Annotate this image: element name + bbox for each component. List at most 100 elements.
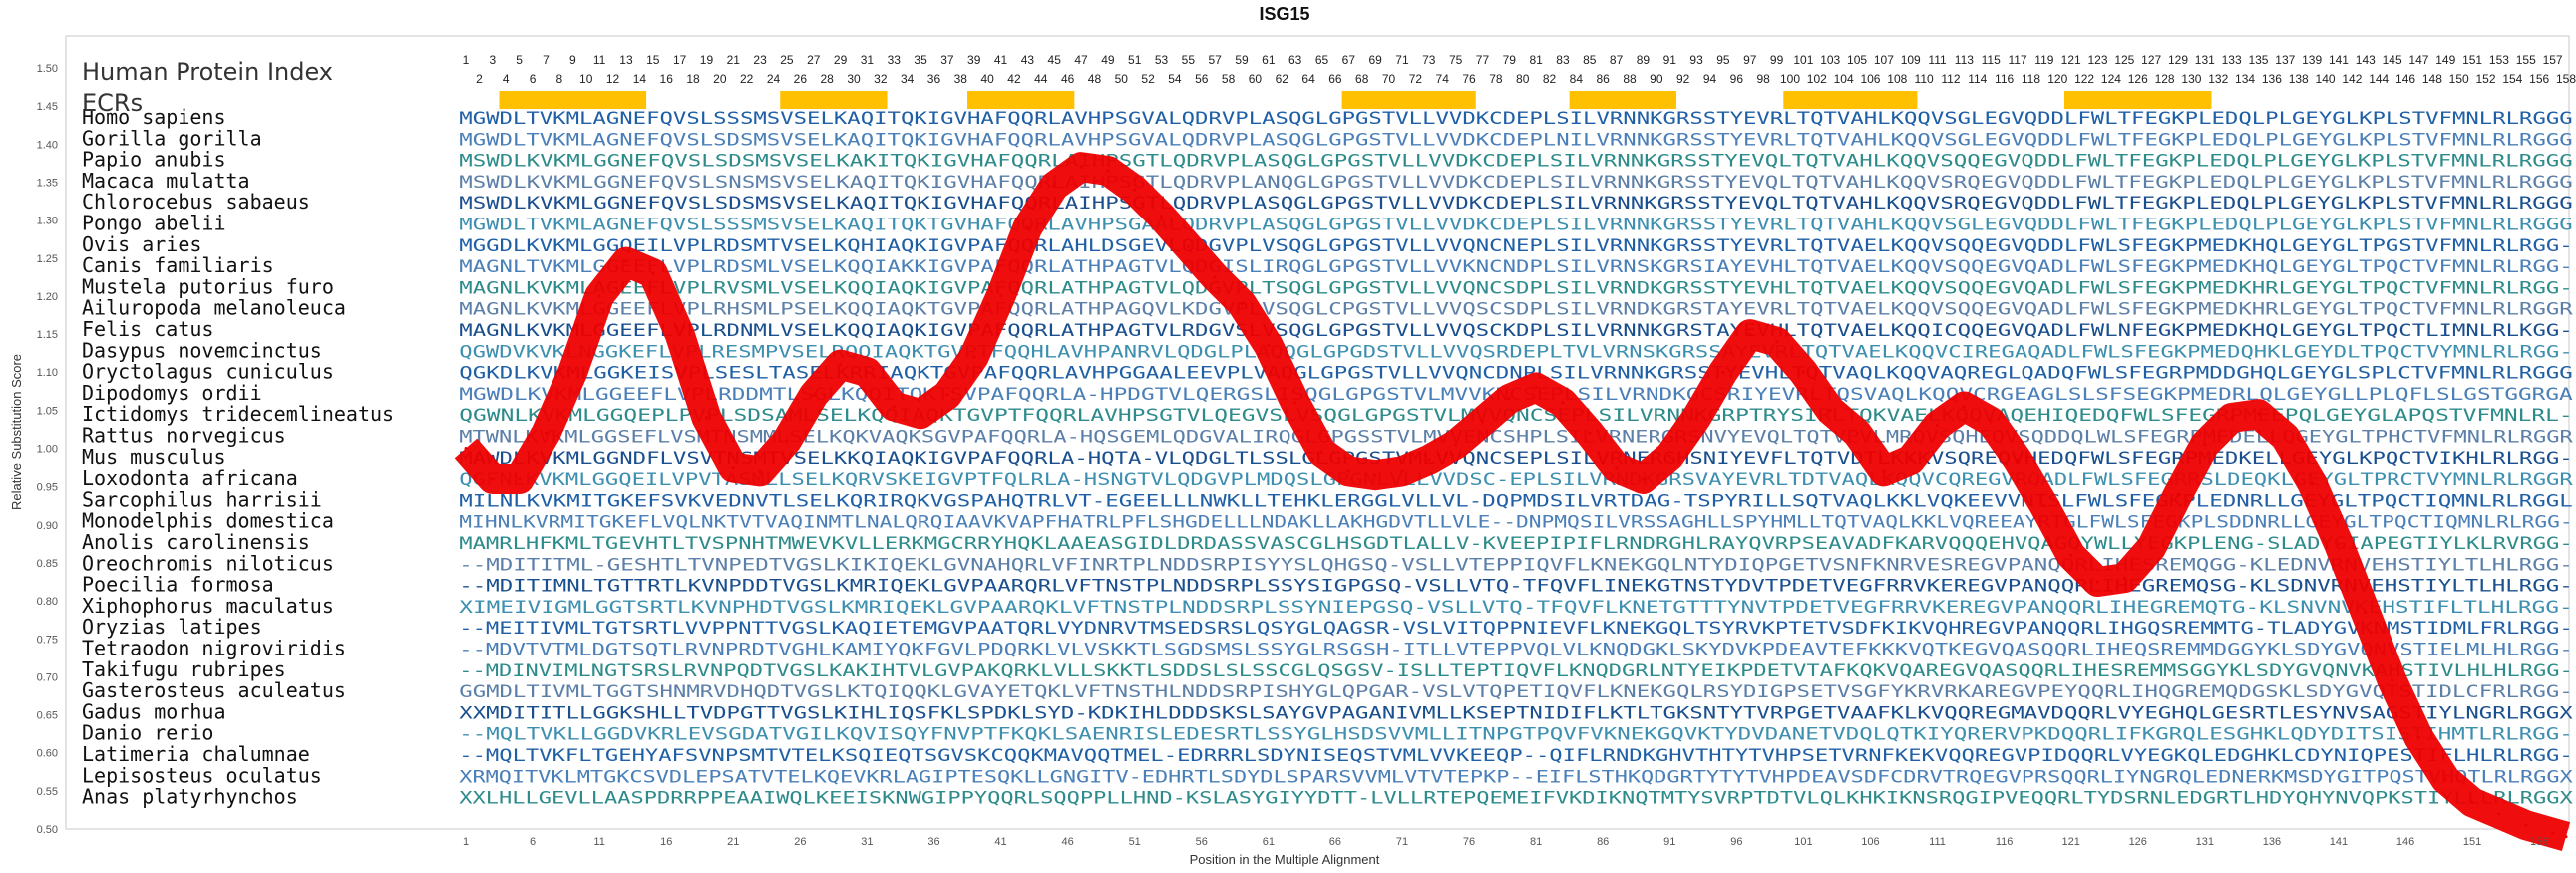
y-axis-label: Relative Substitution Score	[9, 354, 24, 510]
x-tick-label: 136	[2263, 836, 2281, 848]
human-index-odd: 69	[1368, 53, 1382, 67]
species-sequence: --MDITITML-GESHTLTVNPEDTVGSLKIKIQEKLGVNA…	[459, 555, 2572, 575]
human-index-odd: 17	[673, 53, 687, 67]
human-index-even: 84	[1570, 72, 1584, 86]
x-tick-label: 41	[994, 836, 1006, 848]
human-index-odd: 113	[1955, 53, 1974, 67]
species-name: Lepisosteus oculatus	[82, 763, 322, 787]
human-index-odd: 27	[807, 53, 821, 67]
human-index-even: 120	[2047, 72, 2067, 86]
species-name: Gasterosteus aculeatus	[82, 678, 346, 702]
human-index-even: 68	[1355, 72, 1369, 86]
y-tick-label: 0.80	[37, 596, 58, 608]
score-point	[2016, 458, 2020, 462]
species-sequence: MSWDLKVKMLGGNEFQVSLSDSMSVSELKAKITQKIGVHA…	[459, 152, 2572, 172]
human-index-even: 112	[1941, 72, 1960, 86]
human-index-odd: 137	[2275, 53, 2295, 67]
score-point	[2096, 580, 2100, 584]
score-point	[1025, 225, 1029, 229]
species-name: Oryctolagus cuniculus	[82, 360, 334, 384]
human-index-even: 154	[2502, 72, 2522, 86]
score-point	[1293, 401, 1297, 405]
human-index-odd: 61	[1262, 53, 1276, 67]
score-point	[1721, 370, 1725, 374]
human-index-even: 144	[2369, 72, 2389, 86]
human-index-even: 92	[1676, 72, 1690, 86]
human-index-odd: 55	[1182, 53, 1196, 67]
human-index-even: 152	[2476, 72, 2496, 86]
human-index-odd: 133	[2222, 53, 2242, 67]
score-point	[624, 260, 628, 264]
human-index-odd: 119	[2034, 53, 2053, 67]
score-point	[1667, 454, 1671, 458]
human-index-even: 70	[1382, 72, 1396, 86]
score-point	[1454, 443, 1458, 447]
human-index-odd: 57	[1209, 53, 1223, 67]
score-point	[1213, 275, 1217, 279]
species-name: Ailuropoda melanoleuca	[82, 296, 346, 320]
human-index-even: 10	[579, 72, 593, 86]
score-point	[1561, 401, 1565, 405]
ecr-bar-7	[2063, 91, 2212, 109]
species-sequence: --MQLTVKLLGGDVKRLEVSGDATVGILKQVISQYFNVPT…	[459, 725, 2572, 745]
human-index-odd: 7	[543, 53, 550, 67]
x-tick-label: 51	[1129, 836, 1141, 848]
human-index-odd: 23	[753, 53, 767, 67]
y-tick-label: 0.75	[37, 634, 58, 646]
score-point	[1748, 332, 1752, 336]
human-index-odd: 99	[1770, 53, 1784, 67]
score-point	[651, 271, 655, 275]
score-point	[2203, 443, 2207, 447]
score-point	[1936, 424, 1940, 428]
species-sequence: QGWNLKVKMLGGQEPLPVPLSDSAMLSELKQQIAQKTGVP…	[459, 406, 2572, 426]
human-index-odd: 71	[1395, 53, 1409, 67]
human-index-odd: 9	[569, 53, 576, 67]
y-tick-label: 1.20	[37, 291, 58, 303]
species-sequence: MAGNLKVKMLAGEEFLVPLRVSMLVSELKQQIAQKIGVPA…	[459, 278, 2572, 298]
human-index-odd: 93	[1689, 53, 1703, 67]
human-index-even: 130	[2181, 72, 2201, 86]
score-point	[1507, 397, 1511, 401]
human-index-even: 142	[2342, 72, 2362, 86]
x-tick-label: 156	[2530, 836, 2548, 848]
human-index-odd: 53	[1155, 53, 1169, 67]
human-index-odd: 153	[2489, 53, 2509, 67]
human-index-odd: 129	[2168, 53, 2188, 67]
species-name: Latimeria chalumnae	[82, 742, 310, 766]
score-point	[2042, 504, 2046, 508]
species-name: Takifugu rubripes	[82, 657, 286, 681]
score-point	[972, 355, 976, 359]
species-sequence: MAGNLKVKMLGGEEFLVPLRDNMLVSELKQQIAQKIGVPA…	[459, 321, 2572, 341]
human-index-odd: 151	[2462, 53, 2482, 67]
human-index-even: 6	[530, 72, 537, 86]
species-name: Homo sapiens	[82, 105, 226, 129]
species-sequence: MGWDLTVKMLAGNEFQVSLSSSMSVSELKAQITQKIGVHA…	[459, 109, 2572, 129]
human-index-odd: 125	[2114, 53, 2134, 67]
y-tick-label: 1.50	[37, 63, 58, 75]
ecr-bar-6	[1783, 91, 1918, 109]
score-point	[1480, 420, 1484, 424]
x-tick-label: 151	[2463, 836, 2481, 848]
score-point	[2470, 800, 2474, 804]
human-index-even: 80	[1516, 72, 1530, 86]
species-sequence: QGWDVKVKLNGGKEFLVPLRESMPVSELRQQIAQKTGVPT…	[459, 342, 2572, 362]
species-sequence: MSWDLKVKMLGGNEFQVSLSNSMSVSELKAQITQKIGVHA…	[459, 173, 2572, 193]
x-tick-label: 76	[1463, 836, 1475, 848]
species-name: Chlorocebus sabaeus	[82, 190, 310, 214]
species-sequence: XRMQITVKLMTGKCSVDLEPSATVTELKQEVKRLAGIPTE…	[459, 767, 2573, 787]
human-index-even: 136	[2262, 72, 2282, 86]
human-index-odd: 149	[2435, 53, 2455, 67]
human-index-odd: 115	[1982, 53, 2001, 67]
x-tick-label: 66	[1329, 836, 1341, 848]
human-index-odd: 25	[780, 53, 794, 67]
score-point	[2230, 416, 2234, 420]
species-name: Sarcophilus harrisii	[82, 487, 322, 511]
human-index-even: 98	[1756, 72, 1770, 86]
human-index-even: 22	[740, 72, 754, 86]
human-index-odd: 155	[2516, 53, 2536, 67]
human-index-even: 38	[954, 72, 968, 86]
score-point	[1186, 244, 1190, 248]
axes: 0.50 0.55 0.60 0.65 0.70 0.75 0.80 0.85 0.90 0.95…	[37, 53, 2576, 848]
human-index-odd: 123	[2087, 53, 2107, 67]
